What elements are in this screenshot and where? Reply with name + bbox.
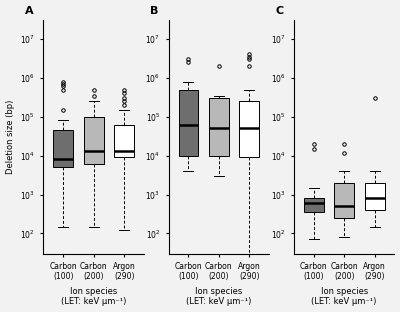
Y-axis label: Deletion size (bp): Deletion size (bp) [6,100,14,174]
PathPatch shape [84,117,104,164]
Text: C: C [276,6,284,16]
PathPatch shape [334,183,354,218]
PathPatch shape [240,101,259,157]
Text: B: B [150,6,159,16]
PathPatch shape [53,130,73,167]
Text: A: A [25,6,34,16]
PathPatch shape [304,198,324,212]
X-axis label: Ion species
(LET: keV μm⁻¹): Ion species (LET: keV μm⁻¹) [61,287,126,306]
X-axis label: Ion species
(LET: keV μm⁻¹): Ion species (LET: keV μm⁻¹) [186,287,252,306]
X-axis label: Ion species
(LET: keV μm⁻¹): Ion species (LET: keV μm⁻¹) [312,287,377,306]
PathPatch shape [114,125,134,157]
PathPatch shape [178,90,198,156]
PathPatch shape [365,183,384,210]
PathPatch shape [209,98,229,156]
